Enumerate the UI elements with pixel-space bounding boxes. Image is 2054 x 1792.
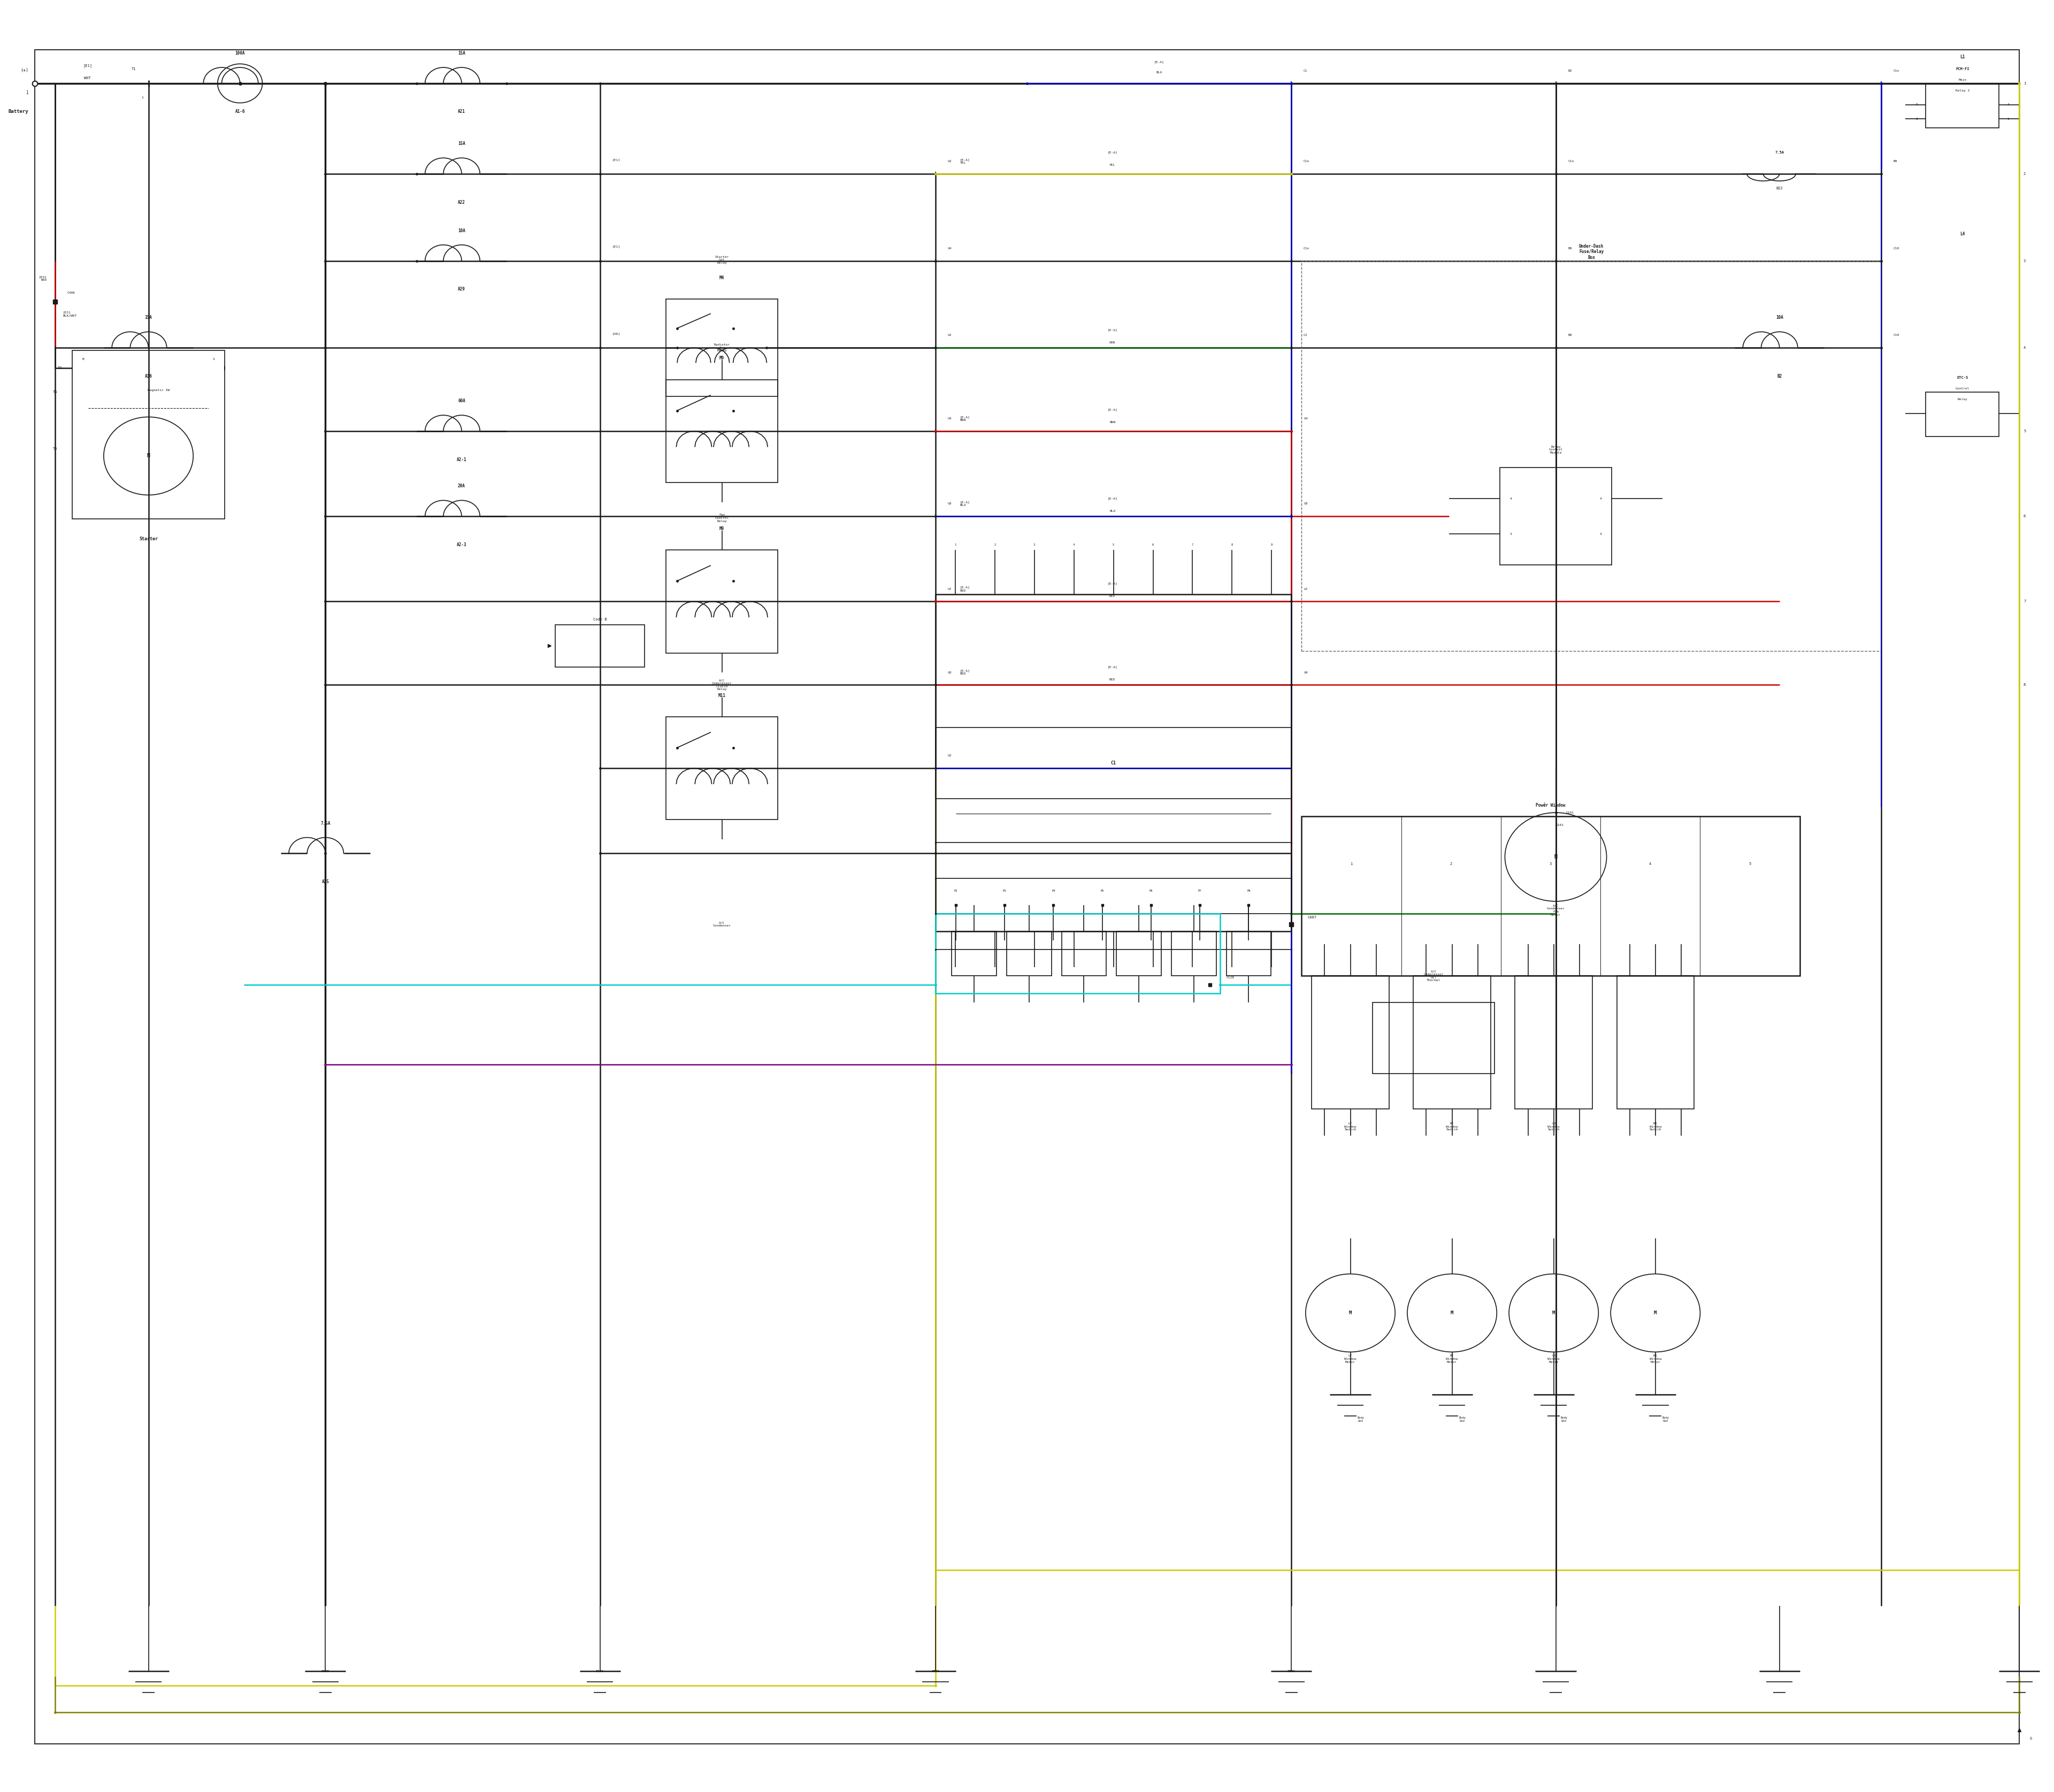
- Text: PCM-FI: PCM-FI: [1955, 68, 1970, 72]
- Text: RF
Window
Switch: RF Window Switch: [1446, 1122, 1458, 1131]
- Text: M9: M9: [719, 357, 725, 360]
- Text: 1: 1: [27, 90, 29, 95]
- Text: [E1]: [E1]: [82, 65, 92, 68]
- Text: Relay: Relay: [1957, 398, 1968, 401]
- Text: P8: P8: [1247, 889, 1251, 892]
- Text: 1: 1: [1349, 862, 1352, 866]
- Text: G101: G101: [596, 1670, 604, 1672]
- Text: A/C
Compressor
Clutch
Relay: A/C Compressor Clutch Relay: [713, 679, 731, 692]
- Text: Code B: Code B: [594, 618, 606, 620]
- Text: U2: U2: [947, 754, 951, 758]
- Bar: [72, 351, 224, 520]
- Text: 7.5A: 7.5A: [320, 821, 331, 826]
- Text: M: M: [1450, 1310, 1454, 1315]
- Bar: [1302, 815, 1799, 977]
- Bar: [1927, 392, 1999, 437]
- Text: [E3]
BLK/WHT: [E3] BLK/WHT: [64, 312, 78, 317]
- Text: 20A: 20A: [458, 484, 466, 489]
- Text: Fan
Control
Relay: Fan Control Relay: [715, 514, 729, 523]
- Text: [E-A]
RED: [E-A] RED: [959, 586, 969, 591]
- Bar: [1313, 977, 1389, 1109]
- Text: A21: A21: [458, 109, 466, 115]
- Text: 1: 1: [2023, 82, 2025, 84]
- Text: P4: P4: [1052, 889, 1056, 892]
- Text: Body
Gnd: Body Gnd: [1662, 1416, 1670, 1423]
- Text: Starter
Cut
Relay: Starter Cut Relay: [715, 256, 729, 265]
- Bar: [1927, 84, 1999, 127]
- Text: RED: RED: [1109, 595, 1115, 597]
- Text: U7: U7: [1304, 588, 1308, 590]
- Bar: [665, 550, 778, 652]
- Text: T4: T4: [53, 391, 58, 394]
- Text: LF
Window
Switch: LF Window Switch: [1343, 1122, 1356, 1131]
- Text: 3: 3: [1549, 862, 1553, 866]
- Text: G301: G301: [1288, 1670, 1296, 1672]
- Text: U4: U4: [947, 247, 951, 249]
- Text: 3: 3: [2023, 260, 2025, 262]
- Text: A/C
Compressor
Oil
Thermal: A/C Compressor Oil Thermal: [1423, 969, 1444, 982]
- Text: C1n: C1n: [1304, 159, 1310, 163]
- Text: L4: L4: [1960, 231, 1966, 237]
- Text: M: M: [1653, 1310, 1658, 1315]
- Bar: [1499, 468, 1612, 564]
- Text: A/C
Condenser: A/C Condenser: [713, 921, 731, 926]
- Text: [A6]: [A6]: [612, 332, 620, 335]
- Bar: [1226, 932, 1271, 977]
- Text: GRN: GRN: [1109, 340, 1115, 344]
- Text: M: M: [1553, 1310, 1555, 1315]
- Text: T4: T4: [58, 367, 62, 369]
- Text: U2: U2: [947, 159, 951, 163]
- Bar: [1117, 932, 1161, 977]
- Bar: [1006, 932, 1052, 977]
- Text: 15A: 15A: [458, 142, 466, 147]
- Text: [E-A]
YEL: [E-A] YEL: [959, 158, 969, 165]
- Text: BLU: BLU: [1109, 509, 1115, 513]
- Text: M: M: [1555, 855, 1557, 860]
- Text: C1: C1: [1304, 70, 1308, 72]
- Text: C1n: C1n: [1894, 70, 1900, 72]
- Text: LF
Window
Motor: LF Window Motor: [1343, 1355, 1356, 1364]
- Text: C1: C1: [1111, 760, 1115, 765]
- Text: RR
Window
Switch: RR Window Switch: [1649, 1122, 1662, 1131]
- Text: 15A: 15A: [144, 315, 152, 321]
- Text: G102: G102: [320, 1670, 329, 1672]
- Bar: [1171, 932, 1216, 977]
- Text: YEL: YEL: [1109, 163, 1115, 167]
- Text: 5: 5: [1748, 862, 1752, 866]
- Text: [E-A]: [E-A]: [1107, 151, 1117, 154]
- Text: B2: B2: [1567, 70, 1571, 72]
- Text: P7: P7: [1197, 889, 1202, 892]
- Text: 2: 2: [2023, 172, 2025, 176]
- Text: A2-1: A2-1: [456, 457, 466, 462]
- Text: 7.5A: 7.5A: [1775, 151, 1785, 154]
- Text: 6: 6: [2023, 514, 2025, 518]
- Text: B9: B9: [1894, 159, 1898, 163]
- Bar: [1372, 1002, 1495, 1073]
- Bar: [1302, 262, 1881, 650]
- Text: Under-Dash
Fuse/Relay
Box: Under-Dash Fuse/Relay Box: [1580, 244, 1604, 260]
- Text: 7: 7: [2023, 600, 2025, 604]
- Text: ETC-S: ETC-S: [1957, 376, 1968, 380]
- Text: A1-6: A1-6: [234, 109, 244, 115]
- Text: [E-A]: [E-A]: [1107, 409, 1117, 410]
- Text: U4: U4: [947, 418, 951, 419]
- Text: A2-3: A2-3: [456, 543, 466, 547]
- Text: [E1]: [E1]: [612, 246, 620, 247]
- Text: U8: U8: [1304, 502, 1308, 505]
- Text: 2: 2: [1450, 862, 1452, 866]
- Text: [E-A]
RED: [E-A] RED: [959, 670, 969, 676]
- Text: 5: 5: [2023, 430, 2025, 432]
- Text: WHT: WHT: [84, 77, 90, 79]
- Text: B2: B2: [1777, 375, 1783, 378]
- Text: C407: C407: [1308, 916, 1317, 919]
- Bar: [935, 914, 1220, 993]
- Bar: [1413, 977, 1491, 1109]
- Text: B8: B8: [1567, 333, 1571, 337]
- Text: G: G: [2029, 1736, 2031, 1740]
- Bar: [1062, 932, 1107, 977]
- Text: [E-A]: [E-A]: [1107, 582, 1117, 584]
- Text: [E-A]: [E-A]: [1107, 667, 1117, 668]
- Bar: [951, 932, 996, 977]
- Text: 10A: 10A: [458, 228, 466, 233]
- Text: Power Window: Power Window: [1536, 803, 1565, 808]
